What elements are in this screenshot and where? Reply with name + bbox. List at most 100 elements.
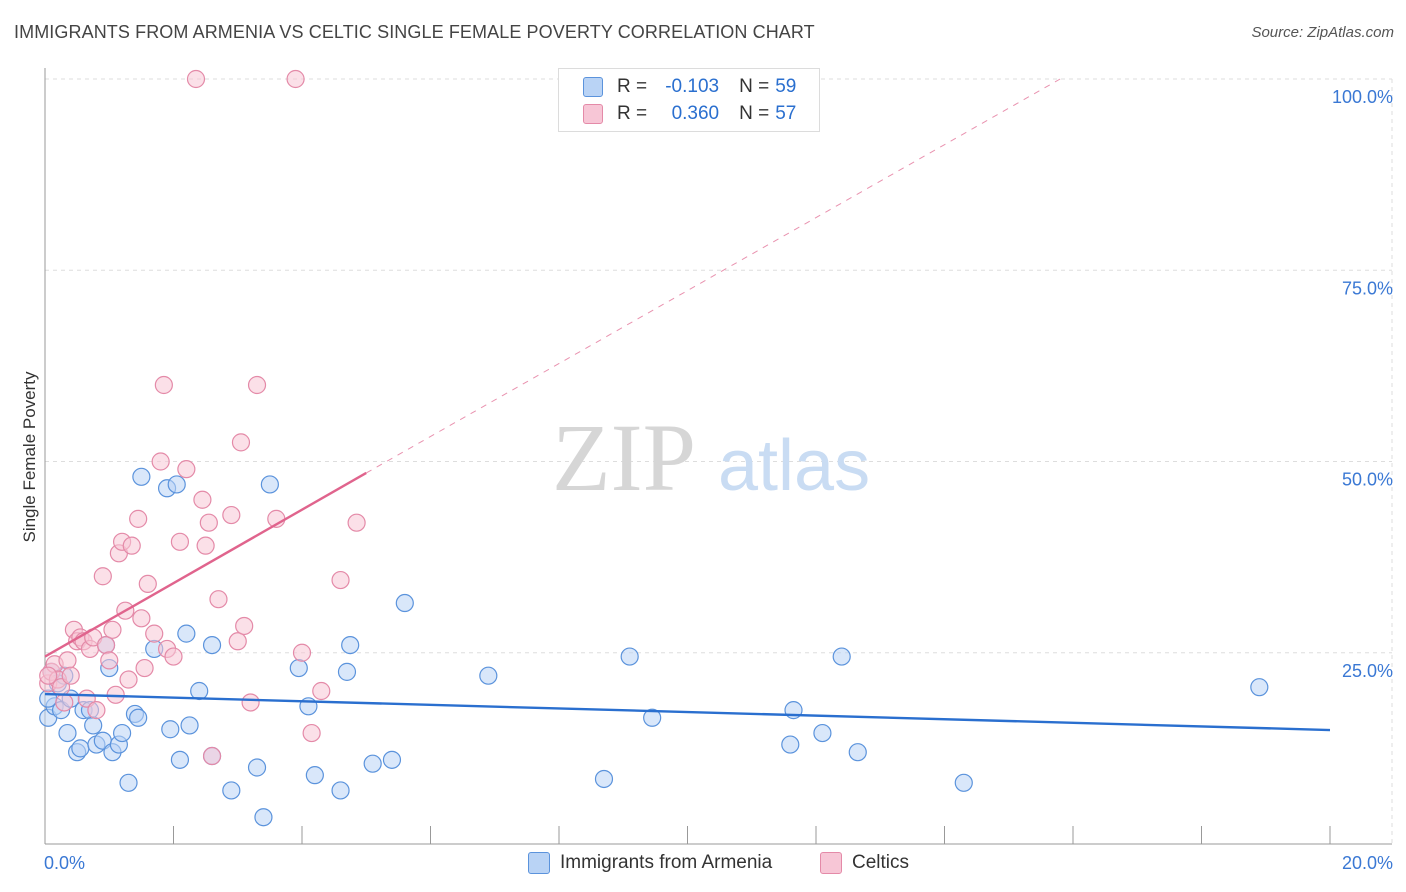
celtics-point bbox=[135, 658, 154, 678]
armenia-point bbox=[167, 475, 186, 494]
celtics-point bbox=[58, 651, 77, 670]
series-legend-label: Immigrants from Armenia bbox=[560, 852, 773, 873]
celtics-point bbox=[154, 375, 173, 395]
celtics-point bbox=[93, 567, 112, 586]
celtics-point bbox=[39, 666, 58, 685]
celtics-point bbox=[209, 590, 228, 609]
legend-n-value: 59 bbox=[775, 76, 797, 97]
armenia-point bbox=[813, 723, 832, 743]
source-label: Source: ZipAtlas.com bbox=[1251, 24, 1394, 41]
armenia-point bbox=[479, 666, 498, 685]
series-legend-celtics[interactable]: Celtics bbox=[820, 852, 909, 874]
armenia-point bbox=[382, 750, 402, 769]
celtics-point bbox=[164, 647, 183, 666]
armenia-point bbox=[331, 781, 350, 800]
celtics-point bbox=[312, 681, 331, 701]
celtics-point bbox=[132, 609, 151, 628]
correlation-legend: R = -0.103 N = 59 R = 0.360 N = 57 bbox=[558, 68, 820, 132]
armenia-point bbox=[58, 723, 77, 743]
celtics-point bbox=[145, 624, 164, 643]
legend-n-label: N = bbox=[739, 103, 770, 124]
armenia-point bbox=[112, 723, 132, 743]
y-axis-label: Single Female Poverty bbox=[20, 371, 39, 543]
celtics-trend-extension bbox=[366, 78, 1061, 474]
y-tick-label: 100.0% bbox=[1332, 87, 1393, 107]
watermark: ZIP atlas bbox=[552, 404, 870, 511]
armenia-point bbox=[643, 708, 662, 727]
armenia-point bbox=[341, 635, 360, 655]
armenia-point bbox=[202, 635, 222, 655]
series-swatch-pink bbox=[820, 852, 842, 874]
armenia-point bbox=[84, 716, 103, 735]
celtics-point bbox=[55, 693, 74, 712]
celtics-point bbox=[119, 670, 138, 689]
armenia-point bbox=[132, 467, 151, 486]
celtics-point bbox=[193, 490, 212, 509]
armenia-point bbox=[848, 743, 867, 762]
armenia-point bbox=[119, 773, 138, 792]
legend-row-armenia: R = -0.103 N = 59 bbox=[583, 75, 796, 99]
armenia-point bbox=[620, 647, 639, 666]
legend-swatch-pink bbox=[583, 104, 603, 124]
celtics-point bbox=[61, 666, 80, 685]
armenia-point bbox=[337, 662, 357, 681]
armenia-point bbox=[954, 773, 973, 792]
legend-r-value: 0.360 bbox=[671, 103, 720, 124]
series-legend: Immigrants from Armenia Celtics bbox=[0, 852, 1406, 878]
series-legend-label: Celtics bbox=[852, 852, 910, 873]
celtics-point bbox=[96, 635, 116, 655]
armenia-point bbox=[254, 808, 273, 827]
celtics-point bbox=[331, 570, 350, 590]
armenia-point bbox=[781, 735, 800, 754]
armenia-trend-line bbox=[44, 692, 1331, 732]
legend-r-label: R = bbox=[617, 103, 648, 124]
armenia-point bbox=[129, 708, 148, 727]
armenia-point bbox=[1250, 678, 1269, 697]
armenia-point bbox=[71, 739, 90, 758]
watermark-zip: ZIP bbox=[552, 404, 696, 511]
celtics-point bbox=[222, 505, 241, 525]
y-tick-label: 75.0% bbox=[1342, 278, 1393, 298]
y-tick-label: 50.0% bbox=[1342, 470, 1393, 490]
watermark-atlas: atlas bbox=[718, 426, 870, 506]
celtics-point bbox=[247, 375, 267, 395]
celtics-point bbox=[241, 693, 260, 712]
chart-title: IMMIGRANTS FROM ARMENIA VS CELTIC SINGLE… bbox=[14, 22, 815, 42]
celtics-point bbox=[235, 616, 254, 636]
celtics-point bbox=[196, 536, 215, 555]
armenia-point bbox=[395, 593, 414, 613]
armenia-point bbox=[190, 681, 209, 701]
legend-r-value: -0.103 bbox=[665, 76, 720, 97]
armenia-point bbox=[161, 720, 180, 739]
armenia-point bbox=[289, 658, 308, 678]
celtics-point bbox=[138, 574, 157, 594]
armenia-point bbox=[247, 758, 267, 777]
armenia-point bbox=[832, 647, 851, 666]
legend-n-value: 57 bbox=[775, 103, 797, 124]
celtics-trend-line bbox=[44, 471, 367, 658]
celtics-point bbox=[170, 532, 190, 551]
celtics-point bbox=[231, 433, 251, 452]
y-tick-label: 25.0% bbox=[1342, 661, 1393, 681]
celtics-point bbox=[292, 643, 312, 662]
points-layer bbox=[39, 69, 1269, 827]
armenia-point bbox=[363, 754, 382, 773]
celtics-point bbox=[228, 632, 247, 651]
legend-n-label: N = bbox=[739, 76, 770, 97]
celtics-point bbox=[151, 452, 170, 471]
x-tick-label: 0.0% bbox=[44, 853, 85, 873]
celtics-point bbox=[186, 69, 206, 89]
celtics-point bbox=[302, 723, 321, 743]
legend-r-label: R = bbox=[617, 76, 648, 97]
celtics-point bbox=[286, 69, 305, 89]
celtics-point bbox=[202, 746, 222, 766]
celtics-point bbox=[103, 620, 122, 639]
armenia-point bbox=[170, 750, 190, 769]
x-tick-label: 20.0% bbox=[1342, 853, 1393, 873]
celtics-point bbox=[177, 460, 196, 479]
celtics-point bbox=[122, 536, 141, 555]
series-legend-armenia[interactable]: Immigrants from Armenia bbox=[528, 852, 772, 874]
armenia-point bbox=[260, 475, 279, 494]
